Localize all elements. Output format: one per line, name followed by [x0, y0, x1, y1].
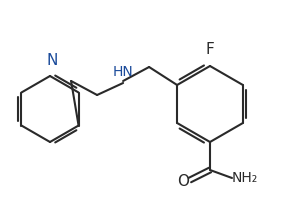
- Text: O: O: [177, 175, 189, 189]
- Text: NH₂: NH₂: [232, 171, 258, 185]
- Text: HN: HN: [113, 65, 133, 79]
- Text: F: F: [206, 42, 214, 57]
- Text: N: N: [46, 53, 58, 68]
